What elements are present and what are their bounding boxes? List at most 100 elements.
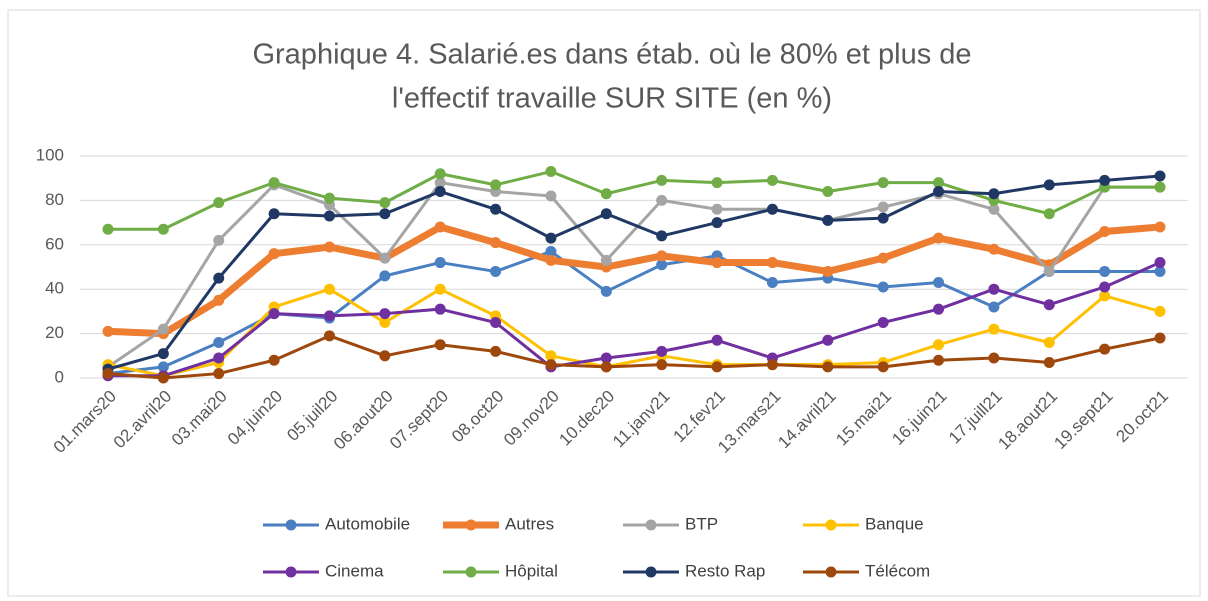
point bbox=[933, 354, 945, 366]
point bbox=[157, 223, 169, 235]
point bbox=[1099, 343, 1111, 355]
point bbox=[600, 188, 612, 200]
y-tick-label: 20 bbox=[45, 323, 64, 342]
point bbox=[877, 361, 889, 373]
point bbox=[323, 192, 335, 204]
point bbox=[1154, 221, 1166, 233]
point bbox=[933, 177, 945, 189]
point bbox=[877, 317, 889, 328]
point bbox=[323, 241, 335, 253]
point bbox=[1154, 170, 1166, 182]
point bbox=[157, 323, 169, 335]
y-tick-label: 0 bbox=[55, 367, 64, 386]
legend-label: Télécom bbox=[865, 561, 930, 580]
series-line bbox=[107, 287, 1161, 378]
point bbox=[545, 245, 557, 257]
point bbox=[490, 179, 502, 191]
legend-label: Automobile bbox=[325, 514, 410, 533]
point bbox=[711, 334, 723, 346]
point bbox=[157, 361, 169, 373]
y-tick-label: 60 bbox=[45, 234, 64, 253]
point bbox=[1043, 208, 1055, 220]
legend-label: Resto Rap bbox=[685, 561, 765, 580]
point bbox=[213, 272, 225, 284]
point bbox=[822, 186, 834, 198]
point bbox=[933, 232, 945, 244]
point bbox=[434, 339, 446, 351]
point bbox=[268, 308, 280, 320]
point bbox=[379, 270, 391, 282]
point bbox=[1099, 265, 1111, 277]
point bbox=[600, 254, 612, 266]
point bbox=[268, 354, 280, 366]
point bbox=[268, 248, 280, 260]
point bbox=[1154, 305, 1166, 317]
point bbox=[102, 223, 114, 235]
point bbox=[822, 334, 834, 346]
point bbox=[102, 368, 114, 380]
point bbox=[545, 232, 557, 244]
chart-title: l'effectif travaille SUR SITE (en %) bbox=[392, 83, 832, 115]
point bbox=[766, 277, 778, 289]
point bbox=[1043, 179, 1055, 191]
series-line bbox=[107, 334, 1161, 380]
point bbox=[988, 243, 1000, 255]
point bbox=[379, 317, 391, 328]
legend-label: Cinema bbox=[325, 561, 384, 580]
legend-marker bbox=[465, 566, 477, 578]
point bbox=[490, 265, 502, 277]
point bbox=[379, 252, 391, 264]
point bbox=[490, 237, 502, 249]
point bbox=[656, 359, 668, 371]
point bbox=[545, 350, 557, 362]
point bbox=[600, 352, 612, 364]
point bbox=[323, 310, 335, 322]
point bbox=[933, 303, 945, 315]
point bbox=[434, 303, 446, 315]
point bbox=[268, 208, 280, 220]
point bbox=[600, 285, 612, 297]
point bbox=[213, 234, 225, 246]
legend-label: Hôpital bbox=[505, 561, 558, 580]
point bbox=[877, 252, 889, 264]
point bbox=[877, 201, 889, 213]
legend-marker bbox=[825, 519, 837, 531]
point bbox=[766, 257, 778, 269]
series-line bbox=[108, 170, 1160, 231]
point bbox=[877, 281, 889, 293]
point bbox=[656, 230, 668, 242]
point bbox=[268, 177, 280, 189]
point bbox=[434, 221, 446, 233]
legend-marker bbox=[825, 566, 837, 578]
legend-label: Banque bbox=[865, 514, 924, 533]
y-tick-label: 40 bbox=[45, 279, 64, 298]
point bbox=[545, 166, 557, 178]
point bbox=[213, 336, 225, 348]
series-line bbox=[107, 174, 1161, 371]
point bbox=[656, 174, 668, 186]
point bbox=[1043, 265, 1055, 277]
point bbox=[102, 325, 114, 337]
point bbox=[822, 265, 834, 277]
point bbox=[545, 254, 557, 266]
point bbox=[490, 203, 502, 215]
point bbox=[434, 283, 446, 295]
point bbox=[1099, 225, 1111, 237]
point bbox=[1154, 265, 1166, 277]
point bbox=[1043, 299, 1055, 311]
point bbox=[766, 174, 778, 186]
point bbox=[656, 345, 668, 357]
point bbox=[434, 168, 446, 180]
point bbox=[877, 177, 889, 189]
point bbox=[1154, 332, 1166, 344]
point bbox=[323, 210, 335, 222]
series-line bbox=[107, 223, 1161, 338]
point bbox=[600, 361, 612, 373]
point bbox=[1043, 336, 1055, 348]
point bbox=[656, 259, 668, 271]
point bbox=[1154, 257, 1166, 269]
point bbox=[157, 372, 169, 384]
series bbox=[102, 166, 1166, 235]
point bbox=[711, 203, 723, 215]
